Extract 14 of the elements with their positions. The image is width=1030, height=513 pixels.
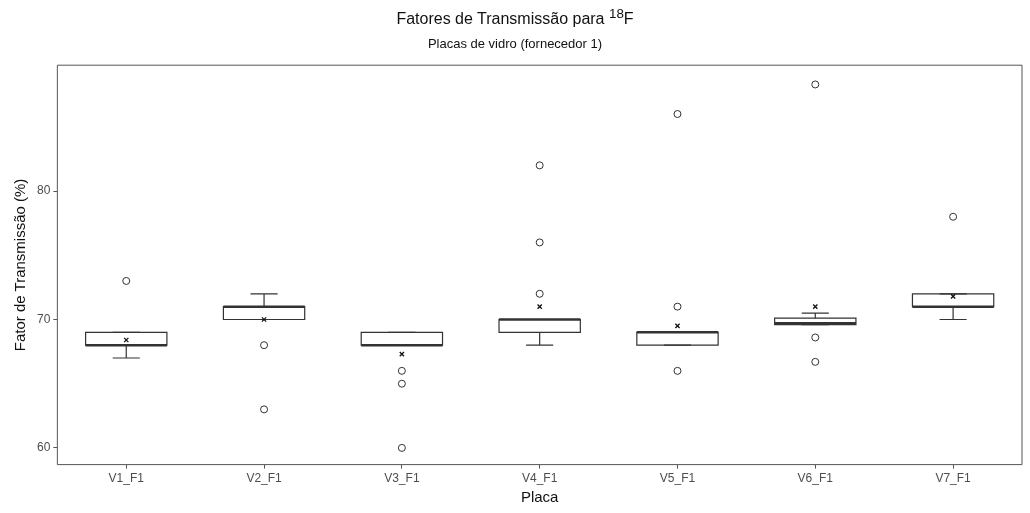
x-axis-title: Placa [520,488,560,506]
x-tick-label: V6_F1 [797,471,834,486]
y-tick-label: 70 [36,311,51,326]
x-tick-label: V4_F1 [521,471,558,486]
x-tick-label: V3_F1 [384,471,420,486]
y-tick-label: 60 [36,440,51,455]
x-tick-label: V2_F1 [246,471,283,486]
y-axis-title: Fator de Transmissão (%) [11,178,29,352]
x-tick-label: V5_F1 [659,471,696,486]
x-tick-label: V1_F1 [108,471,145,486]
y-tick-label: 80 [36,183,51,198]
chart-title: Fatores de Transmissão para $^{18}$F [395,6,635,29]
x-tick-label: V7_F1 [935,471,972,486]
chart-subtitle: Placas de vidro (fornecedor 1) [426,36,604,51]
